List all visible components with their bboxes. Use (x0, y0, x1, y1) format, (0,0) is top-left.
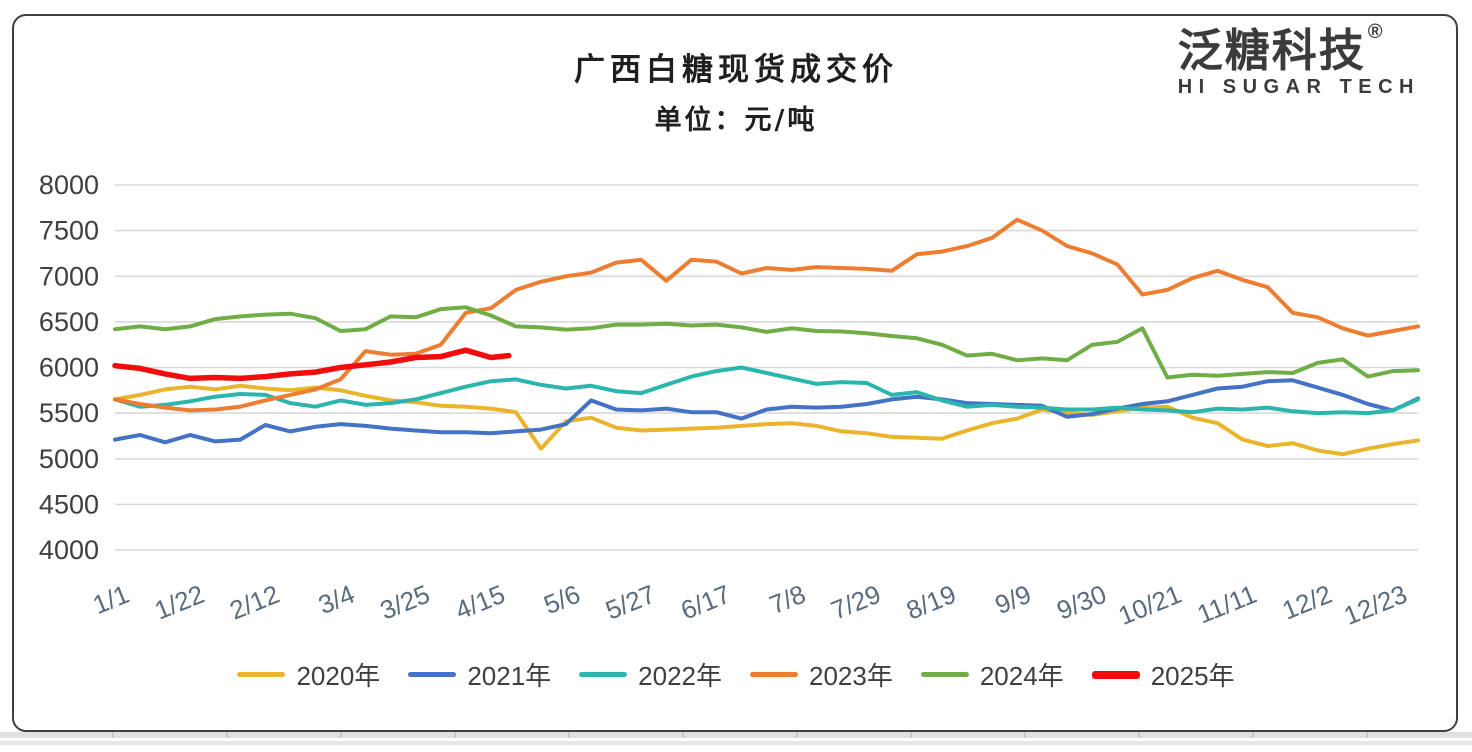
legend-item-2023年: 2023年 (750, 656, 893, 693)
x-axis-tick-label: 6/17 (676, 579, 734, 626)
x-axis-tick-label: 9/9 (991, 579, 1036, 620)
legend-label: 2021年 (467, 661, 552, 691)
x-axis-tick-label: 8/19 (902, 579, 960, 626)
legend-swatch (920, 672, 969, 677)
x-axis-tick-label: 7/29 (827, 579, 885, 626)
legend-item-2022年: 2022年 (579, 656, 722, 693)
legend-label: 2023年 (809, 661, 893, 691)
y-axis-tick-label: 7000 (39, 261, 99, 291)
legend-swatch (1091, 670, 1140, 679)
chart-legend: 2020年 2021年 2022年 2023年 2024年 2025年 (0, 656, 1472, 693)
series-line-2025年 (112, 347, 512, 382)
x-axis-tick-label: 3/4 (314, 579, 359, 620)
legend-swatch (579, 672, 628, 677)
legend-item-2024年: 2024年 (920, 656, 1064, 693)
legend-swatch (750, 672, 798, 677)
x-axis-tick-label: 5/27 (601, 579, 659, 626)
legend-swatch (237, 672, 286, 677)
series-line-2022年 (113, 365, 1420, 416)
spreadsheet-row-edge-2 (0, 741, 1472, 745)
legend-label: 2022年 (638, 661, 722, 691)
series-line-2021年 (113, 378, 1420, 445)
x-axis-tick-label: 3/25 (376, 579, 434, 626)
y-axis-tick-label: 4500 (39, 489, 99, 519)
y-axis-tick-label: 6000 (39, 353, 99, 383)
y-axis-tick-label: 8000 (39, 170, 99, 200)
series-line-2020年 (113, 383, 1420, 457)
x-axis-tick-label: 7/8 (765, 579, 810, 620)
x-axis-tick-label: 11/11 (1193, 579, 1261, 630)
x-axis-tick-label: 2/12 (225, 579, 283, 626)
legend-swatch (408, 672, 457, 677)
legend-item-2025年: 2025年 (1091, 656, 1235, 693)
x-axis-tick-label: 1/22 (150, 579, 208, 626)
spreadsheet-row-edge (0, 732, 1472, 738)
x-axis-tick-label: 12/2 (1278, 579, 1336, 626)
legend-item-2020年: 2020年 (237, 656, 380, 693)
legend-label: 2025年 (1150, 661, 1235, 691)
legend-label: 2024年 (979, 661, 1064, 691)
logo-wordmark: 泛糖科技 ® (1178, 22, 1420, 73)
x-axis-tick-label: 9/30 (1052, 579, 1110, 626)
x-axis-tick-label: 1/1 (88, 579, 133, 620)
registered-mark-icon: ® (1367, 21, 1385, 43)
y-axis-tick-label: 5500 (39, 398, 99, 428)
x-axis-tick-label: 12/23 (1340, 579, 1412, 631)
x-axis-tick-label: 4/15 (451, 579, 509, 626)
x-axis-tick-label: 10/21 (1114, 579, 1186, 631)
brand-logo: 泛糖科技 ® HI SUGAR TECH (1178, 22, 1420, 99)
legend-item-2021年: 2021年 (408, 656, 551, 693)
y-axis-tick-label: 6500 (39, 307, 99, 337)
chart-title: 广西白糖现货成交价 (574, 52, 898, 88)
logo-tagline: HI SUGAR TECH (1177, 76, 1420, 98)
chart-unit-label: 单位：元/吨 (654, 105, 818, 136)
series-line-2023年 (113, 217, 1420, 413)
legend-label: 2020年 (296, 661, 381, 691)
y-axis-tick-label: 5000 (39, 444, 99, 474)
logo-text: 泛糖科技 (1177, 25, 1366, 76)
x-axis-tick-label: 5/6 (539, 579, 584, 620)
y-axis-tick-label: 4000 (39, 535, 99, 565)
series-line-2024年 (113, 305, 1420, 380)
y-axis-tick-label: 7500 (39, 216, 99, 246)
